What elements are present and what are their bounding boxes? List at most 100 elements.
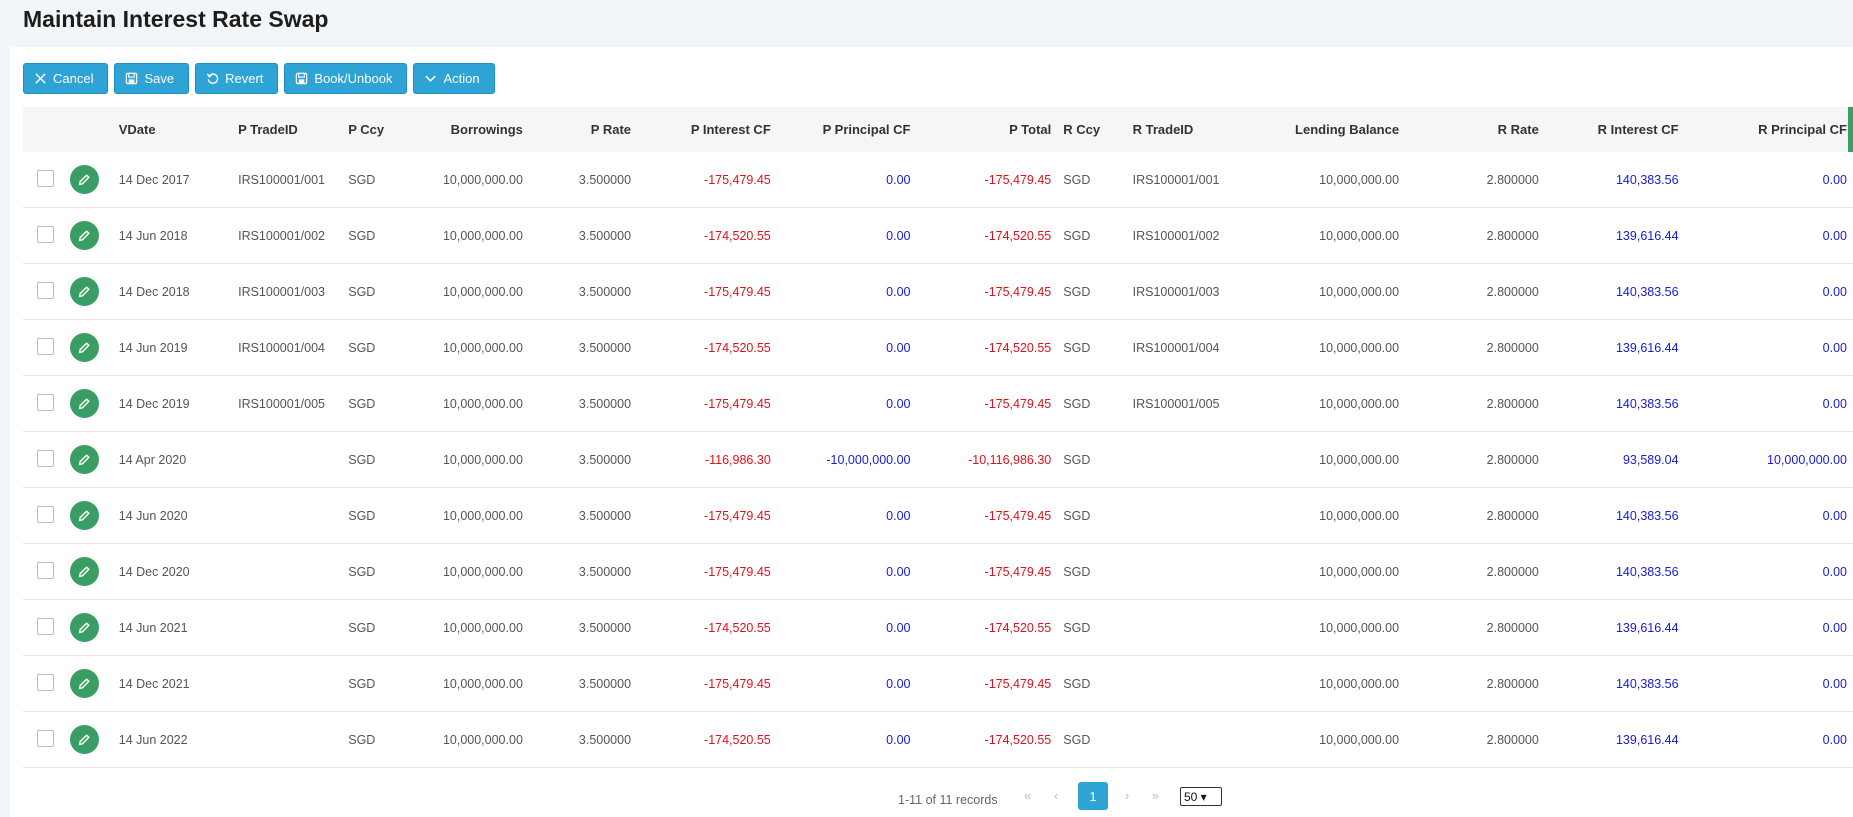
header-r-rate[interactable]: R Rate (1405, 107, 1545, 152)
action-button[interactable]: Action (413, 63, 495, 94)
cell-lending-balance: 10,000,000.00 (1265, 487, 1406, 544)
row-checkbox[interactable] (37, 393, 54, 411)
edit-button[interactable] (69, 613, 99, 642)
horizontal-scroll-indicator[interactable] (1848, 107, 1853, 152)
cell-p-interest-cf: -174,520.55 (637, 711, 777, 768)
cell-p-interest-cf: -175,479.45 (637, 375, 777, 432)
page-title: Maintain Interest Rate Swap (23, 6, 329, 32)
table-row[interactable]: 14 Jun 2019 IRS100001/004 SGD 10,000,000.00… (23, 319, 1853, 376)
header-r-ccy[interactable]: R Ccy (1057, 107, 1127, 152)
row-checkbox[interactable] (37, 225, 54, 243)
cell-p-rate: 3.500000 (528, 543, 638, 600)
table-row[interactable]: 14 Dec 2018 IRS100001/003 SGD 10,000,000.00… (23, 263, 1853, 320)
cell-r-interest-cf: 140,383.56 (1544, 152, 1685, 208)
cell-vdate: 14 Dec 2020 (112, 543, 233, 600)
cell-vdate: 14 Dec 2021 (112, 655, 233, 712)
table-row[interactable]: 14 Dec 2021 SGD 10,000,000.00 3.500000 -175,… (23, 655, 1853, 712)
row-checkbox[interactable] (37, 505, 54, 523)
cell-p-principal-cf: 0.00 (776, 152, 917, 208)
cell-p-interest-cf: -174,520.55 (637, 599, 777, 656)
cell-r-interest-cf: 139,616.44 (1544, 599, 1685, 656)
cell-r-interest-cf: 140,383.56 (1544, 375, 1685, 432)
cell-p-total: -10,116,986.30 (916, 431, 1058, 488)
save-button[interactable]: Save (114, 63, 190, 94)
header-r-principal-cf[interactable]: R Principal CF (1684, 107, 1853, 152)
row-select-cell (23, 431, 64, 488)
header-p-rate[interactable]: P Rate (528, 107, 638, 152)
cancel-button[interactable]: Cancel (23, 63, 109, 94)
edit-button[interactable] (69, 389, 99, 418)
row-checkbox[interactable] (37, 729, 54, 747)
header-p-tradeid[interactable]: P TradeID (232, 107, 343, 152)
row-checkbox[interactable] (37, 561, 54, 579)
table-row[interactable]: 14 Jun 2018 IRS100001/002 SGD 10,000,000.00… (23, 207, 1853, 264)
first-page-button[interactable]: « (1024, 788, 1032, 803)
edit-button[interactable] (69, 725, 99, 754)
table-row[interactable]: 14 Jun 2020 SGD 10,000,000.00 3.500000 -175,… (23, 487, 1853, 544)
table-row[interactable]: 14 Dec 2019 IRS100001/005 SGD 10,000,000.00… (23, 375, 1853, 432)
row-checkbox[interactable] (37, 281, 54, 299)
revert-button[interactable]: Revert (195, 63, 279, 94)
header-p-principal-cf[interactable]: P Principal CF (776, 107, 917, 152)
cell-r-principal-cf: 0.00 (1684, 711, 1853, 768)
header-r-interest-cf[interactable]: R Interest CF (1544, 107, 1685, 152)
header-p-total[interactable]: P Total (916, 107, 1058, 152)
cell-r-ccy: SGD (1057, 711, 1127, 768)
cell-p-ccy: SGD (342, 375, 412, 432)
header-borrowings[interactable]: Borrowings (411, 107, 529, 152)
edit-button[interactable] (69, 445, 99, 474)
cell-vdate: 14 Jun 2022 (112, 711, 233, 768)
cell-r-ccy: SGD (1057, 152, 1127, 208)
row-checkbox[interactable] (37, 449, 54, 467)
table-row[interactable]: 14 Jun 2022 SGD 10,000,000.00 3.500000 -174,… (23, 711, 1853, 768)
cell-borrowings: 10,000,000.00 (411, 319, 529, 376)
header-vdate[interactable]: VDate (112, 107, 233, 152)
cell-borrowings: 10,000,000.00 (411, 711, 529, 768)
edit-button[interactable] (69, 221, 99, 250)
table-row[interactable]: 14 Dec 2017 IRS100001/001 SGD 10,000,000.00… (23, 152, 1853, 208)
header-lending-balance[interactable]: Lending Balance (1265, 107, 1406, 152)
row-select-cell (23, 711, 64, 768)
row-checkbox[interactable] (37, 169, 54, 187)
action-label: Action (443, 71, 480, 86)
row-select-cell (23, 207, 64, 264)
cell-r-interest-cf: 140,383.56 (1544, 543, 1685, 600)
cell-p-ccy: SGD (342, 655, 412, 712)
cell-p-ccy: SGD (342, 152, 412, 208)
header-p-interest-cf[interactable]: P Interest CF (637, 107, 777, 152)
edit-button[interactable] (69, 333, 99, 362)
row-select-cell (23, 152, 64, 208)
edit-button[interactable] (69, 557, 99, 586)
edit-button[interactable] (69, 165, 99, 194)
cell-r-principal-cf: 0.00 (1684, 263, 1853, 320)
table-row[interactable]: 14 Jun 2021 SGD 10,000,000.00 3.500000 -174,… (23, 599, 1853, 656)
row-checkbox[interactable] (37, 617, 54, 635)
edit-button[interactable] (69, 277, 99, 306)
row-checkbox[interactable] (37, 673, 54, 691)
header-p-ccy[interactable]: P Ccy (342, 107, 412, 152)
header-r-tradeid[interactable]: R TradeID (1126, 107, 1266, 152)
edit-button[interactable] (69, 501, 99, 530)
row-edit-cell (63, 487, 113, 544)
cell-r-principal-cf: 0.00 (1684, 655, 1853, 712)
cell-p-principal-cf: 0.00 (776, 319, 917, 376)
cell-r-ccy: SGD (1057, 263, 1127, 320)
cell-p-tradeid: IRS100001/004 (232, 319, 343, 376)
row-checkbox[interactable] (37, 337, 54, 355)
cell-r-tradeid (1126, 543, 1266, 600)
table-row[interactable]: 14 Apr 2020 SGD 10,000,000.00 3.500000 -116,… (23, 431, 1853, 488)
cell-p-rate: 3.500000 (528, 599, 638, 656)
book-unbook-button[interactable]: Book/Unbook (284, 63, 408, 94)
last-page-button[interactable]: » (1152, 788, 1160, 803)
table-row[interactable]: 14 Dec 2020 SGD 10,000,000.00 3.500000 -175,… (23, 543, 1853, 600)
cell-lending-balance: 10,000,000.00 (1265, 599, 1406, 656)
cell-r-rate: 2.800000 (1405, 263, 1545, 320)
page-size-select[interactable]: 50 ▾ (1180, 787, 1222, 806)
cell-p-interest-cf: -175,479.45 (637, 263, 777, 320)
current-page-button[interactable]: 1 (1078, 782, 1108, 810)
row-select-cell (23, 599, 64, 656)
row-edit-cell (63, 319, 113, 376)
prev-page-button[interactable]: ‹ (1054, 788, 1059, 803)
edit-button[interactable] (69, 669, 99, 698)
next-page-button[interactable]: › (1125, 788, 1130, 803)
